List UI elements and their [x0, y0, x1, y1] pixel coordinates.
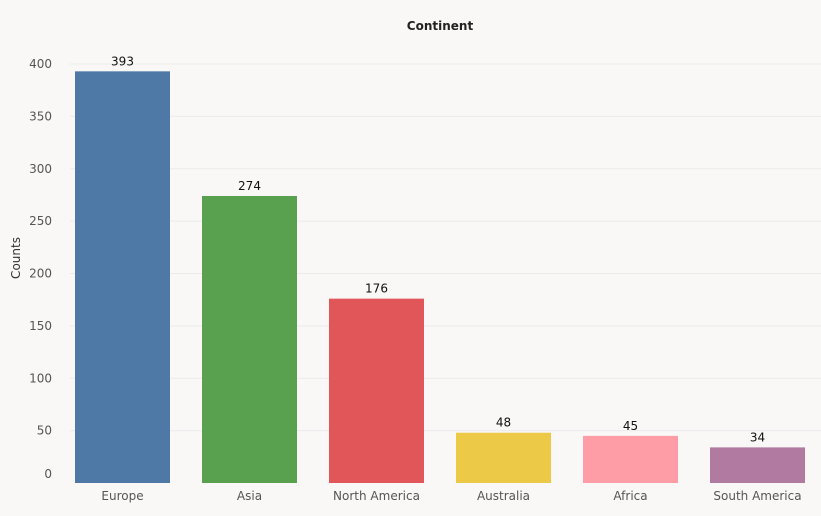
bar-australia[interactable]: [456, 432, 551, 483]
y-tick-label: 100: [29, 371, 52, 385]
y-tick-label: 350: [29, 109, 52, 123]
y-tick-label: 50: [37, 424, 52, 438]
data-label: 45: [623, 419, 638, 433]
data-label: 34: [750, 430, 765, 444]
chart-title: Continent: [407, 19, 474, 33]
data-label: 48: [496, 416, 511, 430]
x-tick-label: North America: [333, 489, 420, 503]
x-tick-label: Africa: [613, 489, 647, 503]
y-axis-ticks: 0 50 100 150 200 250 300 350 400: [29, 57, 52, 481]
data-label: 274: [238, 179, 261, 193]
x-tick-label: Asia: [237, 489, 262, 503]
y-tick-label: 250: [29, 214, 52, 228]
data-label: 176: [365, 282, 388, 296]
data-label: 393: [111, 54, 134, 68]
bar-africa[interactable]: [583, 435, 678, 483]
y-tick-label: 0: [44, 467, 52, 481]
grid-lines: [70, 63, 821, 432]
bar-south-america[interactable]: [710, 447, 805, 483]
bars: [75, 71, 805, 484]
x-tick-label: Europe: [101, 489, 143, 503]
y-tick-label: 150: [29, 319, 52, 333]
y-tick-label: 400: [29, 57, 52, 71]
y-axis-title: Counts: [9, 237, 23, 279]
value-labels: 393 274 176 48 45 34: [111, 54, 765, 444]
y-tick-label: 300: [29, 162, 52, 176]
x-tick-label: South America: [713, 489, 801, 503]
y-tick-label: 200: [29, 267, 52, 281]
bar-asia[interactable]: [202, 195, 297, 484]
bar-europe[interactable]: [75, 71, 170, 484]
bar-north-america[interactable]: [329, 298, 424, 483]
x-tick-label: Australia: [477, 489, 530, 503]
x-axis-ticks: Europe Asia North America Australia Africa So…: [101, 489, 801, 503]
